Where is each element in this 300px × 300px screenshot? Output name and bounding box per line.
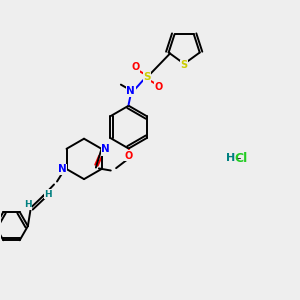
Text: N: N (58, 164, 67, 174)
Text: O: O (101, 146, 109, 156)
Text: -: - (233, 152, 242, 165)
Text: H: H (24, 200, 32, 209)
Text: H: H (44, 190, 52, 199)
Text: Cl: Cl (235, 152, 248, 165)
Text: H: H (226, 153, 235, 163)
Text: O: O (132, 62, 140, 72)
Text: S: S (143, 72, 151, 82)
Text: O: O (124, 151, 133, 160)
Text: S: S (181, 60, 188, 70)
Text: O: O (154, 82, 162, 92)
Text: N: N (126, 86, 135, 96)
Text: N: N (101, 144, 110, 154)
